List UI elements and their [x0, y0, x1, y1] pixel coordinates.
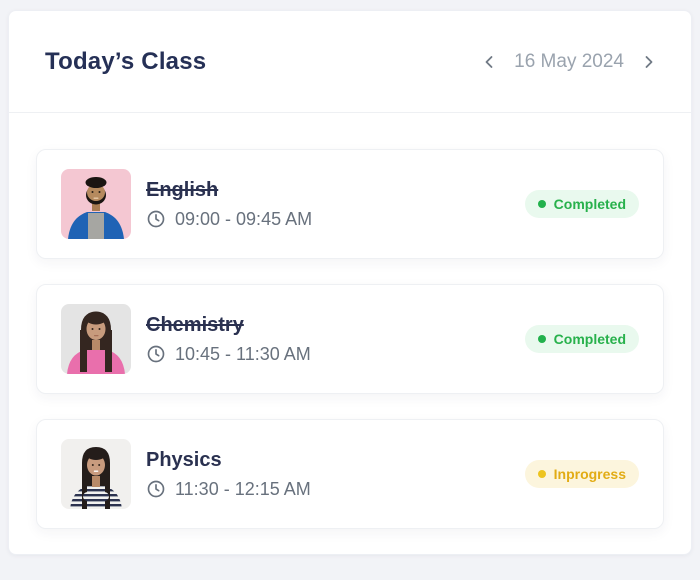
time-row: 09:00 - 09:45 AM	[146, 209, 312, 230]
class-time: 11:30 - 12:15 AM	[175, 478, 311, 499]
chevron-left-icon[interactable]	[477, 50, 501, 74]
clock-icon	[146, 209, 166, 229]
clock-icon	[146, 344, 166, 364]
clock-icon	[146, 479, 166, 499]
class-info: Chemistry 10:45 - 11:30 AM	[146, 314, 311, 365]
subject-name: Physics	[146, 448, 222, 471]
class-time: 10:45 - 11:30 AM	[175, 343, 311, 364]
class-info: English 09:00 - 09:45 AM	[146, 179, 312, 230]
class-info: Physics 11:30 - 12:15 AM	[146, 449, 311, 500]
panel-header: Today’s Class 16 May 2024	[9, 11, 691, 113]
status-label: Completed	[553, 331, 626, 347]
subject-name: Chemistry	[146, 313, 244, 336]
todays-class-panel: Today’s Class 16 May 2024	[8, 10, 692, 555]
teacher-avatar	[61, 304, 131, 374]
class-time: 09:00 - 09:45 AM	[175, 208, 313, 229]
status-badge: Completed	[524, 325, 639, 353]
teacher-avatar	[61, 439, 131, 509]
class-card-chemistry: Chemistry 10:45 - 11:30 AM Completed	[36, 284, 664, 394]
current-date: 16 May 2024	[514, 50, 624, 72]
chevron-right-icon[interactable]	[637, 50, 661, 74]
class-card-english: English 09:00 - 09:45 AM Completed	[36, 149, 664, 259]
page-title: Today’s Class	[45, 47, 207, 75]
teacher-avatar	[61, 169, 131, 239]
status-badge: Completed	[524, 190, 639, 218]
status-badge: Inprogress	[524, 460, 639, 488]
status-dot-icon	[537, 470, 546, 478]
time-row: 10:45 - 11:30 AM	[146, 344, 311, 365]
status-label: Completed	[553, 196, 626, 212]
status-dot-icon	[537, 200, 546, 208]
status-dot-icon	[537, 335, 546, 343]
date-navigation: 16 May 2024	[477, 50, 661, 74]
time-row: 11:30 - 12:15 AM	[146, 479, 311, 500]
status-label: Inprogress	[553, 466, 626, 482]
class-list: English 09:00 - 09:45 AM Completed	[9, 113, 691, 529]
subject-name: English	[146, 178, 219, 201]
class-card-physics: Physics 11:30 - 12:15 AM Inprogress	[36, 419, 664, 529]
